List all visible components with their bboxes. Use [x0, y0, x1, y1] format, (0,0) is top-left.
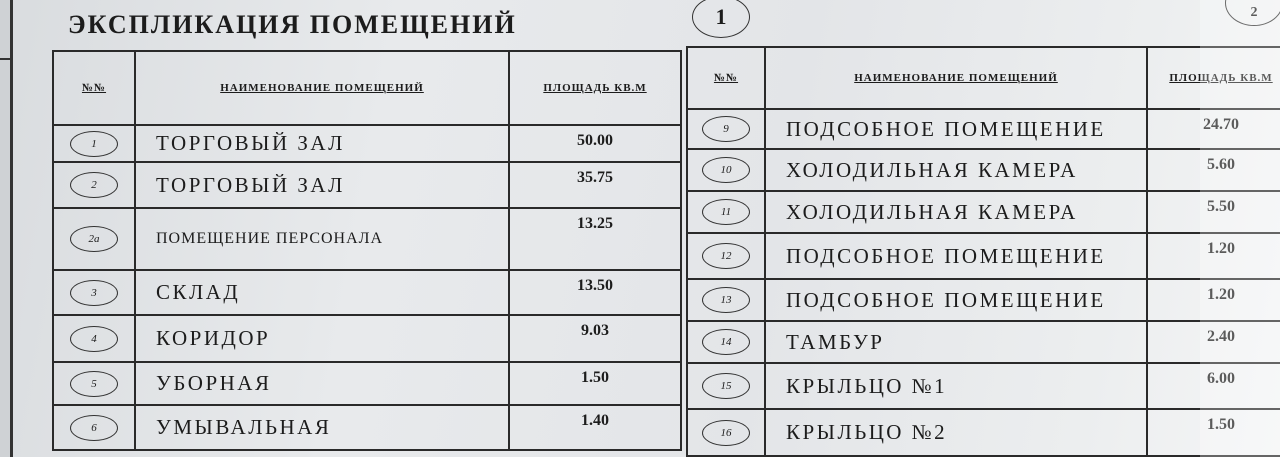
table-row: 15 КРЫЛЬЦО №1 6.00	[686, 362, 1280, 410]
room-area: 35.75	[508, 161, 682, 209]
header-name: НАИМЕНОВАНИЕ ПОМЕЩЕНИЙ	[134, 50, 510, 126]
header-name: НАИМЕНОВАНИЕ ПОМЕЩЕНИЙ	[764, 46, 1148, 110]
table-header: №№ НАИМЕНОВАНИЕ ПОМЕЩЕНИЙ ПЛОЩАДЬ КВ.М	[686, 46, 1280, 110]
row-number: 11	[702, 199, 750, 225]
table-row: 5 УБОРНАЯ 1.50	[52, 361, 682, 406]
left-explication-table: №№ НАИМЕНОВАНИЕ ПОМЕЩЕНИЙ ПЛОЩАДЬ КВ.М 1…	[52, 50, 682, 451]
room-name: СКЛАД	[134, 269, 510, 316]
table-row: 14 ТАМБУР 2.40	[686, 320, 1280, 364]
room-name: КРЫЛЬЦО №2	[764, 408, 1148, 457]
room-name: ХОЛОДИЛЬНАЯ КАМЕРА	[764, 148, 1148, 192]
row-number: 3	[70, 279, 118, 306]
room-name: ТАМБУР	[764, 320, 1148, 364]
room-area: 24.70	[1146, 108, 1280, 150]
row-number: 13	[702, 287, 750, 313]
row-number-cell: 15	[686, 362, 766, 410]
table-row: 13 ПОДСОБНОЕ ПОМЕЩЕНИЕ 1.20	[686, 278, 1280, 322]
room-area: 1.20	[1146, 232, 1280, 280]
room-name: КРЫЛЬЦО №1	[764, 362, 1148, 410]
row-number-cell: 4	[52, 314, 136, 363]
table-row: 3 СКЛАД 13.50	[52, 269, 682, 316]
row-number-cell: 10	[686, 148, 766, 192]
header-number: №№	[52, 50, 136, 126]
sheet-edge	[0, 0, 13, 457]
room-area: 13.50	[508, 269, 682, 316]
light-glare	[1200, 0, 1280, 457]
row-number: 10	[702, 157, 750, 183]
row-number-cell: 9	[686, 108, 766, 150]
table-row: 2а ПОМЕЩЕНИЕ ПЕРСОНАЛА 13.25	[52, 207, 682, 271]
row-number: 15	[702, 373, 750, 399]
table-row: 16 КРЫЛЬЦО №2 1.50	[686, 408, 1280, 457]
row-number-cell: 1	[52, 124, 136, 163]
table-row: 4 КОРИДОР 9.03	[52, 314, 682, 363]
row-number-cell: 14	[686, 320, 766, 364]
room-name: ПОДСОБНОЕ ПОМЕЩЕНИЕ	[764, 108, 1148, 150]
document-title: ЭКСПЛИКАЦИЯ ПОМЕЩЕНИЙ	[68, 10, 517, 39]
room-area: 9.03	[508, 314, 682, 363]
table-row: 6 УМЫВАЛЬНАЯ 1.40	[52, 404, 682, 451]
table-row: 11 ХОЛОДИЛЬНАЯ КАМЕРА 5.50	[686, 190, 1280, 234]
row-number: 9	[702, 116, 750, 142]
row-number: 2	[70, 172, 118, 198]
header-number: №№	[686, 46, 766, 110]
room-name: ПОДСОБНОЕ ПОМЕЩЕНИЕ	[764, 232, 1148, 280]
table-row: 9 ПОДСОБНОЕ ПОМЕЩЕНИЕ 24.70	[686, 108, 1280, 150]
row-number-cell: 5	[52, 361, 136, 406]
row-number-cell: 2	[52, 161, 136, 209]
room-area: 1.50	[1146, 408, 1280, 457]
header-area: ПЛОЩАДЬ КВ.М	[508, 50, 682, 126]
page-mark-1: 1	[692, 0, 750, 38]
table-row: 1 ТОРГОВЫЙ ЗАЛ 50.00	[52, 124, 682, 163]
row-number: 14	[702, 329, 750, 355]
room-name: ПОМЕЩЕНИЕ ПЕРСОНАЛА	[134, 207, 510, 271]
right-explication-table: №№ НАИМЕНОВАНИЕ ПОМЕЩЕНИЙ ПЛОЩАДЬ КВ.М 9…	[686, 46, 1280, 457]
row-number-cell: 11	[686, 190, 766, 234]
row-number-cell: 16	[686, 408, 766, 457]
room-name: УМЫВАЛЬНАЯ	[134, 404, 510, 451]
row-number: 1	[70, 130, 118, 157]
room-area: 2.40	[1146, 320, 1280, 364]
row-number: 4	[70, 325, 118, 352]
room-area: 5.60	[1146, 148, 1280, 192]
row-number: 12	[702, 243, 750, 269]
row-number-cell: 6	[52, 404, 136, 451]
room-name: ПОДСОБНОЕ ПОМЕЩЕНИЕ	[764, 278, 1148, 322]
table-row: 10 ХОЛОДИЛЬНАЯ КАМЕРА 5.60	[686, 148, 1280, 192]
row-number: 6	[70, 414, 118, 441]
room-name: ТОРГОВЫЙ ЗАЛ	[134, 124, 510, 163]
room-name: УБОРНАЯ	[134, 361, 510, 406]
row-number-cell: 12	[686, 232, 766, 280]
room-name: КОРИДОР	[134, 314, 510, 363]
room-area: 50.00	[508, 124, 682, 163]
room-name: ТОРГОВЫЙ ЗАЛ	[134, 161, 510, 209]
sheet-edge-line	[0, 58, 12, 60]
room-area: 1.40	[508, 404, 682, 451]
room-area: 1.50	[508, 361, 682, 406]
room-area: 6.00	[1146, 362, 1280, 410]
header-area: ПЛОЩАДЬ КВ.М	[1146, 46, 1280, 110]
row-number: 2а	[70, 226, 118, 252]
table-header: №№ НАИМЕНОВАНИЕ ПОМЕЩЕНИЙ ПЛОЩАДЬ КВ.М	[52, 50, 682, 126]
row-number-cell: 2а	[52, 207, 136, 271]
table-row: 2 ТОРГОВЫЙ ЗАЛ 35.75	[52, 161, 682, 209]
room-area: 5.50	[1146, 190, 1280, 234]
row-number: 16	[702, 419, 750, 446]
row-number-cell: 13	[686, 278, 766, 322]
table-row: 12 ПОДСОБНОЕ ПОМЕЩЕНИЕ 1.20	[686, 232, 1280, 280]
row-number: 5	[70, 370, 118, 397]
row-number-cell: 3	[52, 269, 136, 316]
room-name: ХОЛОДИЛЬНАЯ КАМЕРА	[764, 190, 1148, 234]
room-area: 13.25	[508, 207, 682, 271]
room-area: 1.20	[1146, 278, 1280, 322]
